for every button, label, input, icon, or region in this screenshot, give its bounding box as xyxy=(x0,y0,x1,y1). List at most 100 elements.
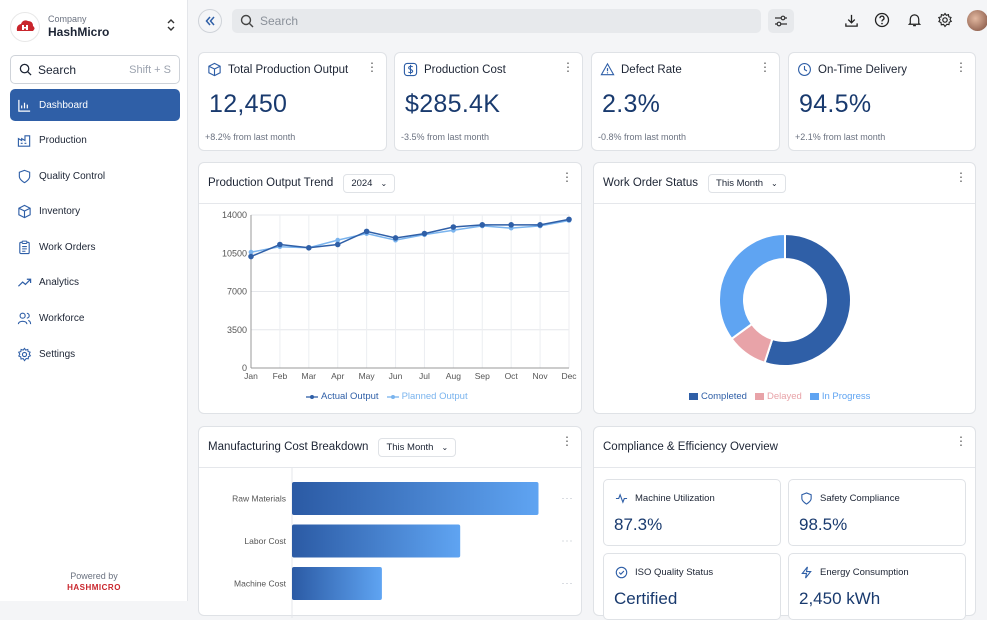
sidebar-item-inventory[interactable]: Inventory xyxy=(10,196,180,228)
period-dropdown[interactable]: This Month ⌄ xyxy=(378,437,457,457)
x-tick-label: Sep xyxy=(475,371,490,381)
period-dropdown[interactable]: This Month ⌄ xyxy=(708,173,786,193)
settings-button[interactable] xyxy=(936,11,954,29)
bolt-icon xyxy=(801,566,812,579)
chevron-down-icon: ⌄ xyxy=(771,178,778,188)
clock-icon xyxy=(798,63,811,76)
notifications-button[interactable] xyxy=(905,11,923,29)
metric-value: 2,450 kWh xyxy=(799,589,881,608)
donut-slice-completed xyxy=(763,232,852,367)
dropdown-value: 2024 xyxy=(351,177,373,189)
dropdown-value: This Month xyxy=(386,441,434,453)
divider xyxy=(594,467,975,468)
sidebar-item-workforce[interactable]: Workforce xyxy=(10,303,180,335)
bell-icon xyxy=(907,14,921,27)
kpi-title: Production Cost xyxy=(424,63,506,76)
sidebar-item-label: Quality Control xyxy=(39,170,106,182)
metric-energy-consumption: Energy Consumption 2,450 kWh xyxy=(788,553,966,620)
gear-icon xyxy=(937,12,953,28)
kpi-title: Defect Rate xyxy=(621,63,682,76)
powered-by-label: Powered by xyxy=(70,571,118,581)
legend-in-progress[interactable]: In Progress xyxy=(809,391,870,402)
help-button[interactable] xyxy=(873,11,891,29)
panel-title: Work Order Status xyxy=(603,177,699,189)
more-menu-icon[interactable]: ⋮ xyxy=(366,60,378,74)
year-dropdown[interactable]: 2024 ⌄ xyxy=(343,173,396,193)
sidebar-item-label: Analytics xyxy=(39,277,80,289)
filter-button[interactable] xyxy=(768,9,794,33)
collapse-sidebar-button[interactable] xyxy=(198,9,222,33)
chart-legend: Actual Output Planned Output xyxy=(306,391,468,402)
company-logo xyxy=(10,12,40,42)
sliders-icon xyxy=(775,15,787,27)
dashboard-icon xyxy=(18,99,31,112)
bar xyxy=(292,524,461,558)
sidebar-search-placeholder: Search xyxy=(38,62,77,77)
legend-planned-output[interactable]: Planned Output xyxy=(386,391,468,402)
sidebar-item-quality-control[interactable]: Quality Control xyxy=(10,160,180,192)
kpi-card-production-cost: Production Cost ⋮ $285.4K -3.5% from las… xyxy=(394,52,583,151)
production-output-trend-card: Production Output Trend 2024 ⌄ ⋮ 0 3500 700… xyxy=(198,162,582,414)
x-tick-label: Apr xyxy=(331,371,344,381)
more-menu-icon[interactable]: ⋮ xyxy=(562,60,574,74)
sidebar-item-production[interactable]: Production xyxy=(10,125,180,157)
users-icon xyxy=(17,312,32,325)
data-point xyxy=(277,241,283,248)
sidebar-item-label: Work Orders xyxy=(39,241,96,253)
data-point xyxy=(248,253,254,260)
kpi-change: -3.5% from last month xyxy=(401,132,490,142)
sidebar-item-label: Dashboard xyxy=(39,99,88,111)
legend-completed[interactable]: Completed xyxy=(689,391,747,402)
download-button[interactable] xyxy=(842,11,860,29)
chevron-down-icon: ⌄ xyxy=(380,178,388,188)
work-order-status-card: Work Order Status This Month ⌄ ⋮ Complete… xyxy=(593,162,976,414)
legend-label: Planned Output xyxy=(401,391,468,402)
kpi-change: +8.2% from last month xyxy=(205,132,296,142)
x-tick-label: Aug xyxy=(446,371,461,381)
warning-icon xyxy=(600,62,615,76)
chevron-updown-icon[interactable] xyxy=(166,18,176,35)
y-tick-label: 10500 xyxy=(222,248,247,258)
more-menu-icon[interactable]: ⋮ xyxy=(561,434,573,448)
metric-machine-utilization: Machine Utilization 87.3% xyxy=(603,479,781,546)
x-tick-label: Feb xyxy=(273,371,288,381)
sidebar-search-input[interactable]: Search Shift + S xyxy=(10,55,180,84)
manufacturing-cost-card: Manufacturing Cost Breakdown This Month ⌄… xyxy=(198,426,582,618)
more-menu-icon[interactable]: ⋮ xyxy=(955,434,967,448)
user-avatar[interactable] xyxy=(967,10,987,31)
sidebar-item-settings[interactable]: Settings xyxy=(10,338,180,370)
kpi-value: 94.5% xyxy=(799,90,872,118)
donut-slice-in-progress xyxy=(718,232,786,341)
company-switcher[interactable]: Company HashMicro xyxy=(10,8,178,46)
help-icon xyxy=(874,12,890,28)
sidebar-item-analytics[interactable]: Analytics xyxy=(10,267,180,299)
legend-delayed[interactable]: Delayed xyxy=(754,391,802,402)
sidebar-item-work-orders[interactable]: Work Orders xyxy=(10,231,180,263)
data-point xyxy=(508,222,514,228)
metric-label: Energy Consumption xyxy=(820,567,909,578)
bar xyxy=(292,482,539,515)
x-tick-label: Mar xyxy=(301,371,316,381)
cost-breakdown-chart: Raw Materials Labor Cost Machine Cost xyxy=(232,468,572,618)
more-menu-icon[interactable]: ⋮ xyxy=(561,170,573,184)
kpi-title: On-Time Delivery xyxy=(818,63,908,76)
dollar-icon xyxy=(403,62,418,77)
topbar: Search xyxy=(188,0,987,42)
global-search-input[interactable]: Search xyxy=(232,9,761,33)
kpi-value: $285.4K xyxy=(405,90,501,118)
global-search-placeholder: Search xyxy=(260,14,299,28)
kpi-value: 2.3% xyxy=(602,90,661,118)
chart-legend: Completed Delayed In Progress xyxy=(689,391,870,402)
gear-icon xyxy=(17,347,32,362)
double-chevron-left-icon xyxy=(205,16,215,26)
data-point xyxy=(566,216,572,223)
metric-label: Safety Compliance xyxy=(820,493,900,504)
category-label: Raw Materials xyxy=(232,494,286,504)
more-menu-icon[interactable]: ⋮ xyxy=(955,170,967,184)
sidebar-item-dashboard[interactable]: Dashboard xyxy=(10,89,180,121)
y-tick-label: 14000 xyxy=(222,210,247,220)
legend-label: Actual Output xyxy=(321,391,379,402)
legend-actual-output[interactable]: Actual Output xyxy=(306,391,379,402)
more-menu-icon[interactable]: ⋮ xyxy=(759,60,771,74)
more-menu-icon[interactable]: ⋮ xyxy=(955,60,967,74)
